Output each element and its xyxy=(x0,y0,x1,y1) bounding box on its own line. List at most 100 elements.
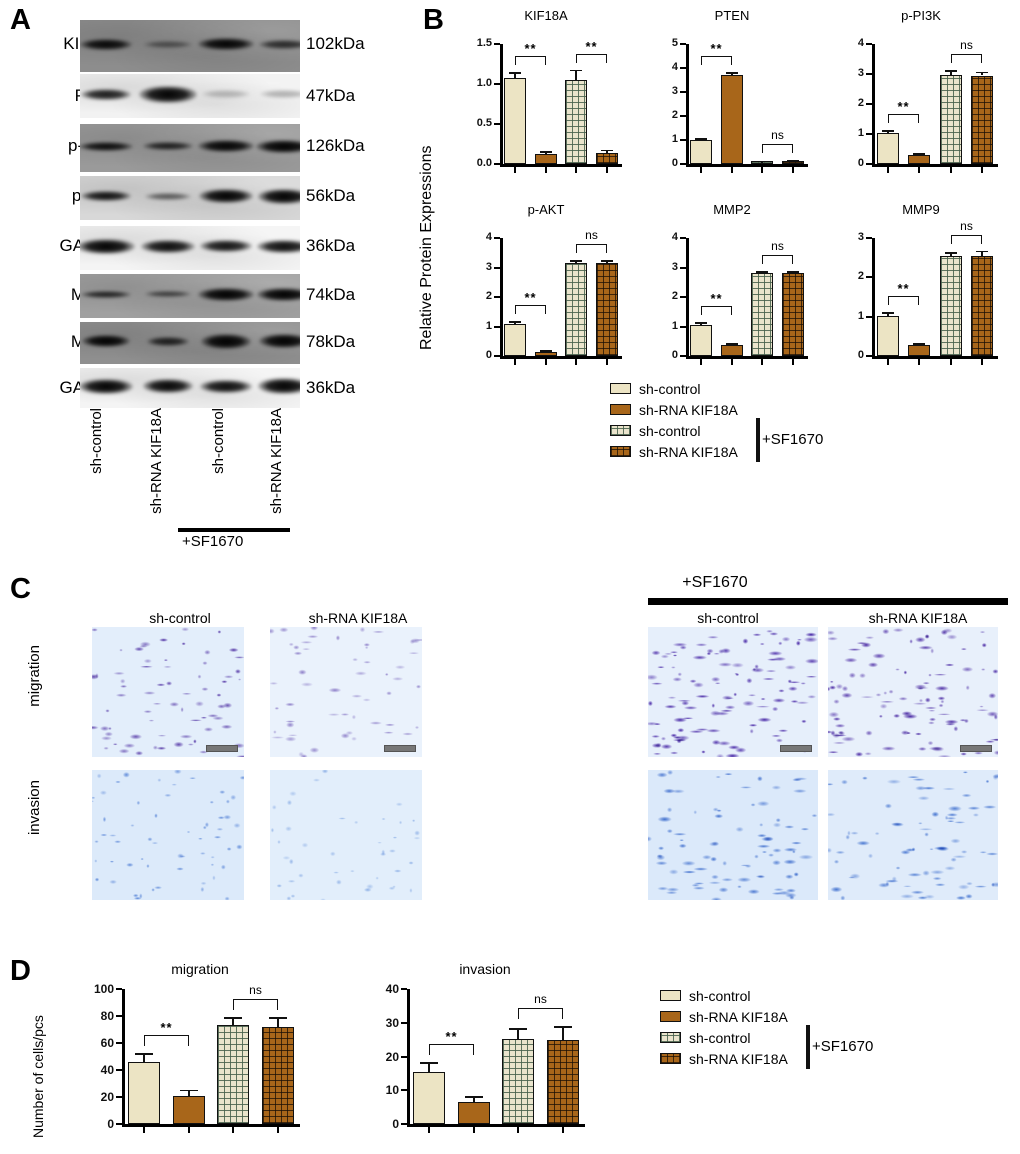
blot-band xyxy=(144,40,192,48)
error-bar-invasion-0 xyxy=(428,1062,431,1072)
legend-label-1: sh-RNA KIF18A xyxy=(689,1008,788,1025)
bar-migration-3 xyxy=(261,1026,294,1124)
chart-migration: migration 0 20 40 60 80 100 ** ns xyxy=(60,959,340,1154)
legend-item-3[interactable]: sh-RNA KIF18A xyxy=(610,441,738,462)
error-cap-kif18a-2 xyxy=(570,69,583,72)
micrograph-2 xyxy=(648,627,818,757)
error-cap-mmp2-3 xyxy=(786,270,799,273)
blot-band xyxy=(260,90,300,98)
error-cap-mmp2-0 xyxy=(695,322,708,325)
y-tick-label-pten-3: 3 xyxy=(671,85,678,97)
y-tick-pten-2 xyxy=(680,115,686,117)
x-tick-migration-0 xyxy=(143,1126,146,1133)
y-tick-pten-5 xyxy=(680,43,686,45)
y-tick-label-migration-1: 20 xyxy=(100,1090,114,1104)
blot-kda-gapdh-1: 36kDa xyxy=(306,236,356,255)
bar-invasion-2 xyxy=(502,1038,535,1124)
error-cap-p-akt-0 xyxy=(509,321,522,323)
legend-item-0[interactable]: sh-control xyxy=(610,378,738,399)
legend-item-3[interactable]: sh-RNA KIF18A xyxy=(660,1048,788,1069)
scale-bar xyxy=(960,745,992,752)
blot-strip-4 xyxy=(80,226,300,270)
chart-title-migration: migration xyxy=(171,961,229,977)
error-cap-p-pi3k-1 xyxy=(913,153,926,155)
blot-band xyxy=(145,291,191,297)
panel-d: D Number of cells/pcs migration 0 20 40 60 80… xyxy=(0,955,1020,1154)
panel-c-group-bar xyxy=(648,598,1008,605)
panel-c-group-label: +SF1670 xyxy=(682,574,748,591)
significance-bracket-migration-0 xyxy=(144,1035,189,1047)
error-cap-pten-3 xyxy=(786,160,799,163)
y-tick-kif18a-2 xyxy=(494,83,500,85)
x-tick-mmp9-1 xyxy=(918,358,921,365)
y-tick-label-pten-1: 1 xyxy=(671,133,678,145)
blot-band xyxy=(143,142,193,150)
blot-strip-7 xyxy=(80,368,300,408)
bar-p-akt-3 xyxy=(595,263,618,356)
legend-group-label: +SF1670 xyxy=(812,1038,874,1055)
x-axis-p-pi3k xyxy=(872,164,998,167)
blot-band xyxy=(199,189,253,203)
blot-strip-0 xyxy=(80,20,300,72)
x-tick-kif18a-1 xyxy=(544,166,547,173)
panel-b-letter: B xyxy=(423,4,444,36)
error-bar-mmp9-0 xyxy=(886,311,889,316)
y-tick-label-kif18a-3: 1.5 xyxy=(476,37,492,49)
significance-bracket-mmp2-0 xyxy=(701,306,732,316)
error-cap-kif18a-1 xyxy=(539,151,552,153)
y-tick-label-p-pi3k-3: 3 xyxy=(857,67,864,79)
x-tick-invasion-3 xyxy=(561,1126,564,1133)
chart-invasion: invasion 0 10 20 30 40 ** ns xyxy=(345,959,625,1154)
y-tick-label-mmp2-2: 2 xyxy=(671,290,678,302)
legend-group-brace xyxy=(756,418,760,462)
error-bar-kif18a-0 xyxy=(514,72,517,79)
bar-mmp9-3 xyxy=(971,255,994,356)
bar-invasion-3 xyxy=(546,1040,579,1124)
y-axis-invasion xyxy=(407,989,410,1125)
panel-c-col-header-4: sh-RNA KIF18A xyxy=(868,610,968,626)
x-tick-migration-2 xyxy=(232,1126,235,1133)
significance-label-mmp2-0: ** xyxy=(710,291,723,307)
legend-swatch-3 xyxy=(610,446,631,457)
blot-band xyxy=(202,90,250,98)
legend-swatch-1 xyxy=(610,404,631,415)
micrograph-1 xyxy=(270,627,422,757)
legend-item-2[interactable]: sh-control xyxy=(610,420,738,441)
blot-band xyxy=(259,39,300,49)
error-bar-invasion-2 xyxy=(517,1027,520,1039)
panel-a-group-label: +SF1670 xyxy=(182,533,244,550)
panel-a-group-bar xyxy=(178,528,290,532)
y-tick-invasion-4 xyxy=(401,988,407,990)
legend-item-1[interactable]: sh-RNA KIF18A xyxy=(610,399,738,420)
legend-swatch-0 xyxy=(660,990,681,1001)
bar-mmp9-1 xyxy=(908,345,931,356)
x-tick-kif18a-3 xyxy=(605,166,608,173)
y-tick-mmp2-4 xyxy=(680,237,686,239)
y-tick-label-p-akt-0: 0 xyxy=(485,349,492,361)
significance-label-kif18a-0: ** xyxy=(524,41,537,56)
bar-kif18a-2 xyxy=(565,80,588,164)
x-tick-p-pi3k-3 xyxy=(981,166,984,173)
error-cap-p-akt-2 xyxy=(570,260,583,262)
lane-label-1: sh-control xyxy=(88,408,105,474)
legend-item-2[interactable]: sh-control xyxy=(660,1027,788,1048)
legend-item-1[interactable]: sh-RNA KIF18A xyxy=(660,1006,788,1027)
error-bar-p-pi3k-2 xyxy=(949,70,952,75)
error-cap-p-akt-3 xyxy=(600,259,613,262)
x-tick-p-akt-1 xyxy=(544,358,547,365)
error-cap-mmp9-0 xyxy=(881,311,894,314)
panel-c-col-header-3: sh-control xyxy=(697,610,759,626)
bar-kif18a-0 xyxy=(504,78,527,164)
legend-item-0[interactable]: sh-control xyxy=(660,985,788,1006)
error-cap-mmp9-2 xyxy=(944,251,957,254)
bar-p-akt-2 xyxy=(565,263,588,356)
x-axis-invasion xyxy=(407,1124,585,1127)
blot-kda-mmp2: 74kDa xyxy=(306,285,356,304)
significance-bracket-p-pi3k-1 xyxy=(950,54,983,64)
significance-bracket-mmp2-1 xyxy=(762,254,793,264)
bar-kif18a-1 xyxy=(534,153,557,164)
y-axis-pten xyxy=(686,44,689,165)
blot-band xyxy=(145,192,191,200)
panel-a-letter: A xyxy=(10,4,31,36)
chart-mmp9: MMP9 0 1 2 3 ** ns xyxy=(828,198,1014,388)
